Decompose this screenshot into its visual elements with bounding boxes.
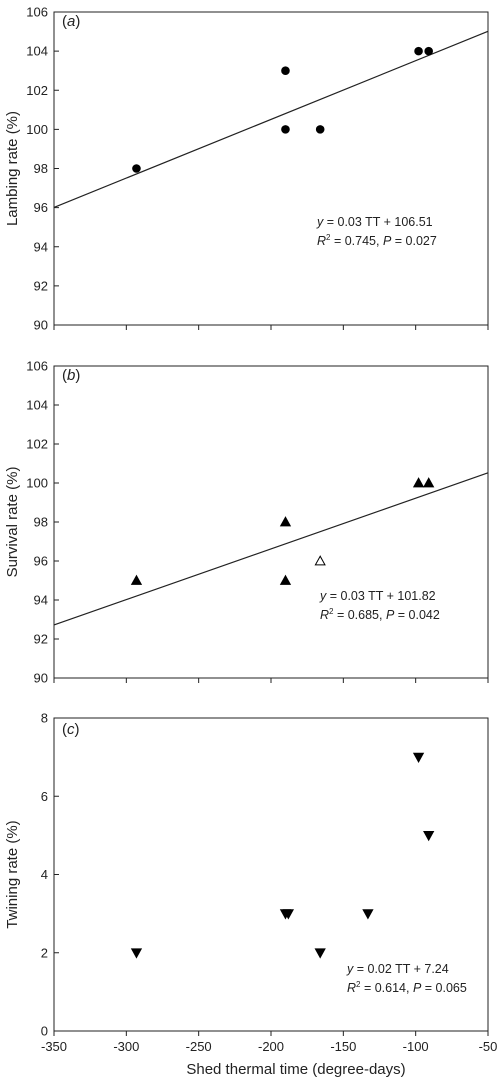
- y-tick-label: 102: [26, 83, 48, 98]
- y-tick-label: 96: [34, 200, 48, 215]
- regression-equation: y = 0.03 TT + 101.82: [319, 589, 436, 603]
- data-point: [424, 46, 433, 56]
- data-point: [314, 948, 326, 959]
- regression-line: [53, 30, 489, 208]
- y-tick-label: 90: [34, 671, 48, 686]
- plot-frame: [53, 365, 489, 679]
- panel-label: (a): [62, 13, 80, 30]
- x-tick-label: -250: [186, 1039, 212, 1054]
- regression-stats: R2 = 0.685, P = 0.042: [320, 607, 440, 622]
- x-tick-label: -150: [330, 1039, 356, 1054]
- y-tick-label: 8: [41, 711, 48, 726]
- x-tick-label: -200: [258, 1039, 284, 1054]
- data-point: [314, 555, 326, 566]
- data-point: [279, 516, 292, 527]
- x-axis-label: Shed thermal time (degree-days): [186, 1061, 405, 1078]
- data-point: [414, 46, 423, 56]
- data-point: [315, 125, 325, 134]
- y-tick-label: 92: [34, 278, 48, 293]
- y-axis-label: Twining rate (%): [4, 820, 21, 928]
- y-tick-label: 104: [26, 398, 48, 413]
- regression-line: [53, 472, 489, 626]
- y-tick-label: 100: [26, 122, 48, 137]
- data-point: [423, 831, 435, 842]
- x-tick-label: -350: [41, 1039, 67, 1054]
- y-tick-label: 96: [34, 554, 48, 569]
- data-point: [132, 164, 141, 173]
- regression-stats: R2 = 0.745, P = 0.027: [317, 233, 437, 248]
- data-point: [282, 909, 295, 920]
- regression-equation: y = 0.03 TT + 106.51: [316, 215, 433, 229]
- y-tick-label: 4: [41, 867, 48, 882]
- data-point: [412, 477, 425, 488]
- y-tick-label: 2: [41, 945, 48, 960]
- y-tick-label: 6: [41, 789, 48, 804]
- regression-stats: R2 = 0.614, P = 0.065: [347, 980, 467, 995]
- data-point: [362, 909, 374, 920]
- y-axis-label: Survival rate (%): [4, 467, 21, 578]
- y-tick-label: 98: [34, 515, 48, 530]
- data-point: [423, 477, 435, 488]
- y-tick-label: 90: [34, 318, 48, 333]
- panel-b: 90 92 94 96 98 100 102 104 106 Survival rate (%) (…: [4, 359, 489, 686]
- y-tick-label: 100: [26, 476, 48, 491]
- y-axis-label: Lambing rate (%): [4, 111, 21, 226]
- data-point: [412, 752, 425, 763]
- data-point: [279, 574, 292, 585]
- y-tick-label: 102: [26, 437, 48, 452]
- y-tick-label: 0: [41, 1024, 48, 1039]
- panel-label: (c): [62, 721, 80, 738]
- data-point: [281, 125, 290, 134]
- panel-c: 0 2 4 6 8 -350 -300 -250 -200 -150 -100 -50 Twining …: [4, 711, 497, 1079]
- y-tick-label: 94: [34, 239, 48, 254]
- x-tick-label: -50: [479, 1039, 498, 1054]
- y-tick-label: 92: [34, 632, 48, 647]
- data-point: [130, 948, 143, 959]
- plot-frame: [53, 11, 489, 326]
- data-point: [130, 574, 143, 585]
- panel-label: (b): [62, 367, 80, 384]
- x-tick-label: -300: [113, 1039, 139, 1054]
- y-tick-label: 98: [34, 161, 48, 176]
- y-tick-label: 106: [26, 359, 48, 374]
- y-tick-label: 104: [26, 44, 48, 59]
- data-point: [281, 66, 290, 75]
- panel-a: 90 92 94 96 98 100 102 104 106 Lambing rate (%) (a…: [4, 5, 489, 333]
- y-tick-label: 94: [34, 593, 48, 608]
- regression-equation: y = 0.02 TT + 7.24: [346, 962, 449, 976]
- x-tick-label: -100: [403, 1039, 429, 1054]
- y-tick-label: 106: [26, 5, 48, 20]
